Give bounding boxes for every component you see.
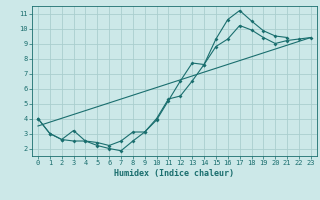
X-axis label: Humidex (Indice chaleur): Humidex (Indice chaleur) <box>115 169 234 178</box>
